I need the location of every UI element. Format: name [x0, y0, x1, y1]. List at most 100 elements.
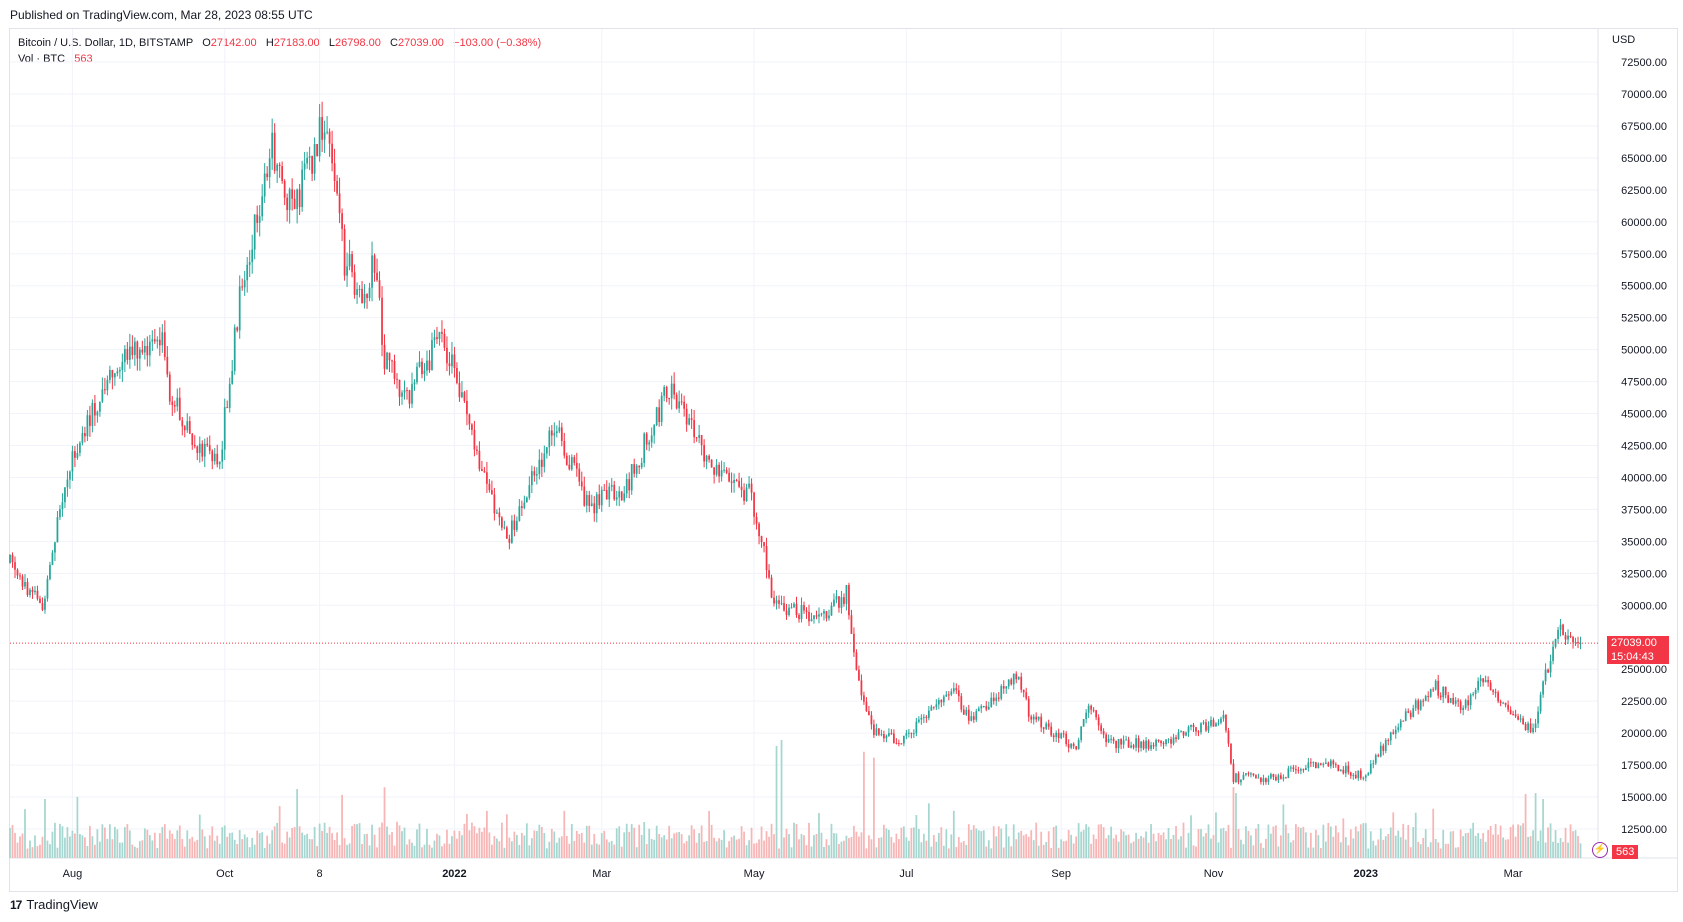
candle-body: [1454, 700, 1457, 704]
volume-bar: [386, 826, 388, 858]
candle-body: [1309, 762, 1312, 764]
candle-body: [396, 378, 398, 380]
candle-body: [351, 254, 353, 273]
volume-bar: [49, 844, 51, 858]
volume-bar: [161, 827, 164, 858]
volume-bar: [153, 832, 156, 858]
candle-body: [753, 492, 755, 517]
high-label: H: [265, 37, 274, 49]
chart-frame[interactable]: [9, 28, 1678, 892]
volume-bar: [506, 814, 508, 858]
tradingview-brand[interactable]: 17 TradingView: [10, 897, 98, 912]
y-tick-label: 72500.00: [1621, 57, 1667, 69]
volume-bar: [950, 834, 953, 858]
volume-bar: [1107, 835, 1110, 858]
volume-bar: [1324, 841, 1327, 858]
symbol-name[interactable]: Bitcoin / U.S. Dollar, 1D, BITSTAMP: [18, 37, 194, 49]
volume-bar: [937, 832, 940, 858]
candle-body: [1270, 774, 1272, 779]
candle-body: [1362, 777, 1365, 779]
volume-bar: [1275, 825, 1277, 858]
candle-body: [525, 497, 528, 503]
volume-bar: [895, 833, 898, 858]
candle-body: [508, 538, 511, 543]
candle-body: [16, 569, 19, 576]
volume-bar: [1282, 804, 1285, 858]
candle-body: [1005, 686, 1008, 689]
volume-bar: [378, 827, 381, 858]
volume-bar: [258, 833, 261, 858]
candle-body: [1252, 773, 1255, 776]
volume-bar: [181, 839, 184, 858]
volume-bar: [408, 839, 411, 858]
volume-bar: [1202, 836, 1205, 858]
candle-body: [451, 354, 453, 367]
volume-bar: [1190, 815, 1192, 858]
candle-body: [356, 289, 358, 295]
candle-body: [76, 452, 79, 458]
volume-bar: [493, 835, 496, 858]
volume-bar: [520, 832, 523, 858]
volume-bar: [1397, 830, 1400, 858]
volume-bar: [1177, 839, 1180, 858]
candle-body: [413, 382, 416, 385]
volume-bar: [148, 835, 151, 858]
volume-bar: [1135, 832, 1137, 858]
candle-body: [328, 131, 331, 144]
volume-bar: [705, 840, 708, 858]
volume-bar: [1020, 830, 1023, 858]
candle-body: [890, 733, 893, 735]
volume-bar: [1027, 836, 1030, 858]
candle-body: [628, 479, 631, 491]
candle-body: [248, 262, 251, 265]
volume-bar: [563, 810, 566, 858]
volume-bar: [1142, 837, 1145, 858]
volume-bar: [1240, 839, 1242, 858]
volume-bar: [1344, 837, 1347, 858]
volume-bar: [992, 826, 995, 858]
candle-body: [1135, 738, 1137, 748]
y-tick-label: 60000.00: [1621, 217, 1667, 229]
candle-body: [333, 163, 336, 182]
candle-body: [1190, 724, 1192, 727]
candle-body: [962, 709, 965, 715]
candle-body: [883, 734, 885, 739]
candle-body: [815, 615, 818, 617]
volume-bar: [1359, 824, 1362, 858]
volume-bar: [216, 835, 219, 858]
candle-body: [276, 164, 279, 171]
symbol-legend[interactable]: Bitcoin / U.S. Dollar, 1D, BITSTAMP O271…: [18, 35, 541, 67]
volume-bar: [176, 830, 179, 858]
candle-body: [74, 451, 76, 458]
candle-body: [608, 486, 611, 500]
candle-body: [1472, 693, 1475, 695]
volume-bar: [780, 740, 783, 858]
candle-body: [1202, 722, 1205, 724]
volume-bar: [1227, 824, 1230, 858]
candle-body: [1492, 690, 1495, 692]
volume-bar: [443, 843, 446, 858]
candle-body: [24, 582, 26, 587]
volume-bar: [718, 838, 720, 858]
candle-body: [256, 214, 259, 223]
volume-bar: [1045, 842, 1048, 858]
volume-bar: [126, 824, 129, 858]
lightning-icon[interactable]: ⚡: [1592, 842, 1608, 858]
volume-bar: [1534, 793, 1537, 858]
volume-bar: [1577, 836, 1579, 858]
candle-body: [1282, 777, 1285, 779]
volume-bar: [1407, 825, 1410, 858]
candle-body: [348, 254, 351, 267]
volume-bar: [1414, 812, 1417, 858]
volume-bar: [1105, 838, 1107, 858]
volume-bar: [396, 821, 398, 858]
candle-body: [478, 450, 481, 470]
candle-body: [1297, 770, 1300, 772]
volume-bar: [1447, 843, 1450, 858]
candle-body: [253, 214, 256, 250]
volume-bar: [1257, 823, 1260, 858]
volume-bar: [653, 839, 656, 858]
candle-body: [820, 613, 823, 615]
candle-body: [431, 340, 433, 371]
